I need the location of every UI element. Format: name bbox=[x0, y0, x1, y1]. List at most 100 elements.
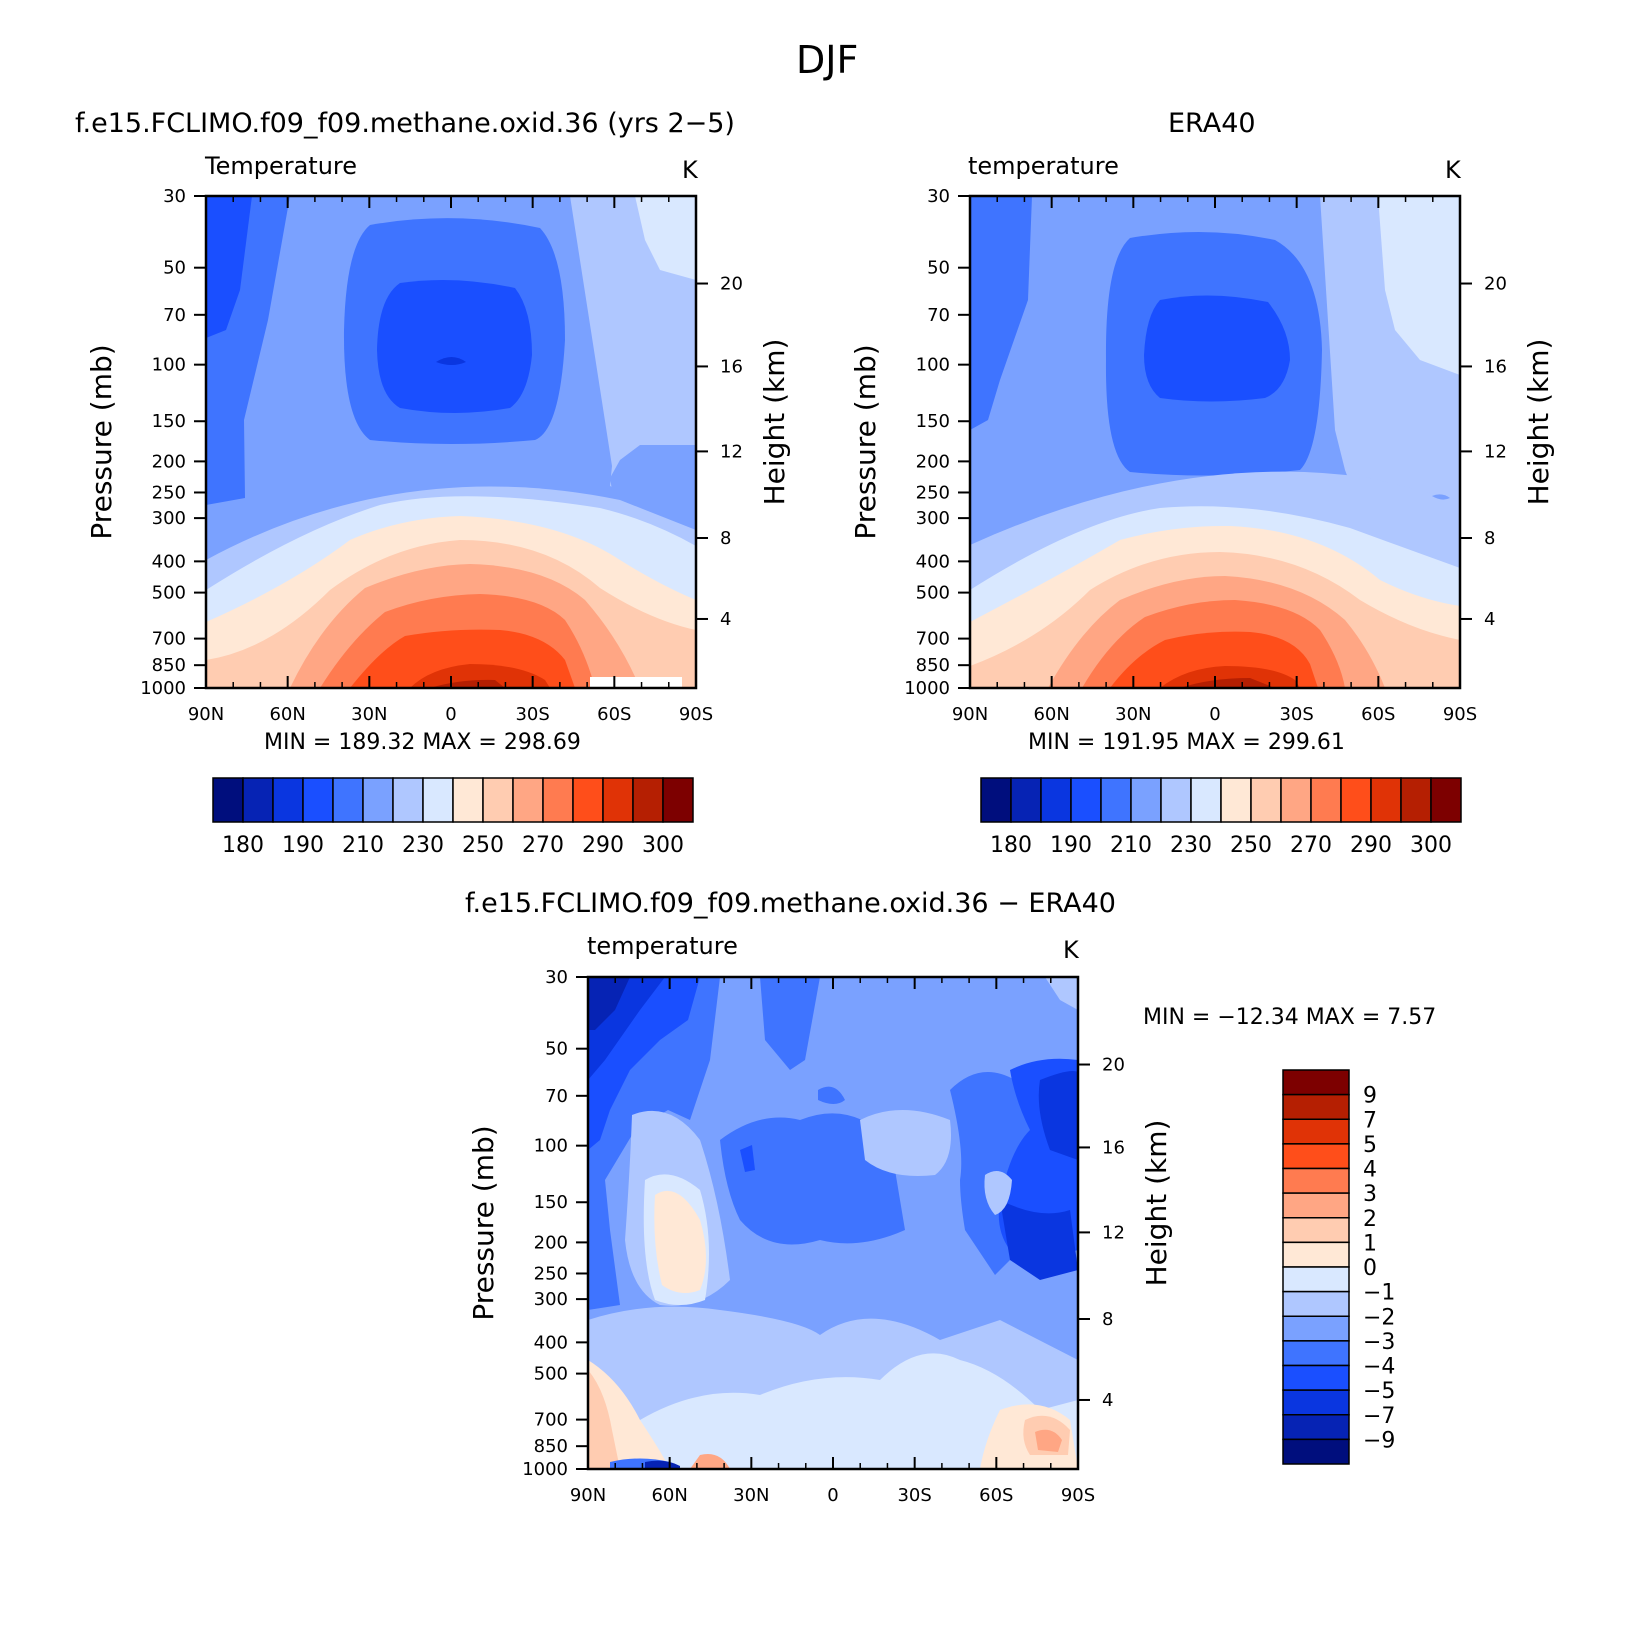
x-tick-label: 30S bbox=[515, 704, 549, 725]
height-tick-label: 8 bbox=[720, 528, 731, 549]
colorbar-swatch bbox=[362, 777, 394, 823]
colorbar-swatch bbox=[1130, 777, 1162, 823]
y-tick-label: 70 bbox=[927, 305, 950, 326]
colorbar-swatch bbox=[1282, 1241, 1350, 1268]
model-panel-title: f.e15.FCLIMO.f09_f09.methane.oxid.36 (yr… bbox=[75, 108, 735, 139]
colorbar-swatch bbox=[1400, 777, 1432, 823]
colorbar-label: 210 bbox=[1110, 833, 1152, 858]
height-axis-title: Height (km) bbox=[1522, 339, 1555, 506]
colorbar-swatch bbox=[980, 777, 1012, 823]
y-tick-label: 300 bbox=[152, 508, 186, 529]
colorbar-label: 5 bbox=[1363, 1133, 1377, 1158]
colorbar-swatch bbox=[1100, 777, 1132, 823]
colorbar-swatch bbox=[1282, 1340, 1350, 1367]
y-tick-label: 200 bbox=[152, 451, 186, 472]
colorbar-swatch bbox=[1282, 1414, 1350, 1441]
model-temperature-field bbox=[206, 196, 696, 688]
y-tick-label: 300 bbox=[916, 508, 950, 529]
x-tick-label: 0 bbox=[1209, 704, 1220, 725]
colorbar-label: −9 bbox=[1363, 1428, 1395, 1453]
colorbar-swatch bbox=[572, 777, 604, 823]
colorbar-swatch bbox=[272, 777, 304, 823]
colorbar-label: −2 bbox=[1363, 1305, 1395, 1330]
figure-title: DJF bbox=[796, 38, 859, 82]
y-axis-title: Pressure (mb) bbox=[85, 344, 118, 539]
colorbar-label: −3 bbox=[1363, 1330, 1395, 1355]
colorbar-swatch bbox=[482, 777, 514, 823]
height-tick-label: 12 bbox=[720, 441, 743, 462]
model-minmax: MIN = 189.32 MAX = 298.69 bbox=[264, 730, 581, 755]
y-tick-label: 50 bbox=[927, 258, 950, 279]
obs-axes: 90N 60N 30N 0 30S 60S 90S 30 50 70 100 150 200 250 300… bbox=[849, 186, 1555, 725]
colorbar-label: 210 bbox=[342, 833, 384, 858]
y-tick-label: 70 bbox=[163, 305, 186, 326]
colorbar-swatch bbox=[422, 777, 454, 823]
colorbar-label: 9 bbox=[1363, 1084, 1377, 1109]
y-tick-label: 200 bbox=[916, 451, 950, 472]
colorbar-label: −7 bbox=[1363, 1404, 1395, 1429]
x-tick-label: 30N bbox=[351, 704, 387, 725]
colorbar-swatch bbox=[1282, 1290, 1350, 1317]
height-axis-title: Height (km) bbox=[1140, 1120, 1173, 1287]
colorbar-label: 290 bbox=[1350, 833, 1392, 858]
colorbar-swatch bbox=[1282, 1192, 1350, 1219]
colorbar-swatch bbox=[1282, 1315, 1350, 1342]
colorbar-swatch bbox=[1070, 777, 1102, 823]
x-tick-label: 30N bbox=[733, 1485, 769, 1506]
y-tick-label: 500 bbox=[916, 583, 950, 604]
colorbar-swatch bbox=[452, 777, 484, 823]
x-tick-label: 60S bbox=[597, 704, 631, 725]
height-tick-label: 20 bbox=[720, 274, 743, 295]
y-tick-label: 100 bbox=[916, 355, 950, 376]
colorbar-swatch bbox=[1282, 1093, 1350, 1120]
height-tick-label: 20 bbox=[1484, 274, 1507, 295]
y-tick-label: 150 bbox=[534, 1192, 568, 1213]
y-tick-label: 250 bbox=[916, 482, 950, 503]
colorbar-swatch bbox=[1282, 1167, 1350, 1194]
y-tick-label: 700 bbox=[534, 1410, 568, 1431]
y-tick-label: 500 bbox=[152, 583, 186, 604]
obs-temperature-field bbox=[970, 196, 1460, 688]
colorbar-label: 3 bbox=[1363, 1182, 1377, 1207]
y-tick-label: 100 bbox=[534, 1136, 568, 1157]
y-axis-title: Pressure (mb) bbox=[467, 1125, 500, 1320]
colorbar-swatch bbox=[1220, 777, 1252, 823]
colorbar-label: 7 bbox=[1363, 1108, 1377, 1133]
y-tick-label: 30 bbox=[545, 967, 568, 988]
diff-temperature-field bbox=[588, 977, 1078, 1469]
colorbar-label: 230 bbox=[402, 833, 444, 858]
y-tick-label: 850 bbox=[534, 1436, 568, 1457]
height-tick-label: 16 bbox=[1484, 356, 1507, 377]
colorbar-swatch bbox=[1010, 777, 1042, 823]
colorbar-swatch bbox=[1282, 1364, 1350, 1391]
height-tick-label: 12 bbox=[1102, 1222, 1125, 1243]
colorbar-swatch bbox=[242, 777, 274, 823]
y-tick-label: 150 bbox=[152, 411, 186, 432]
colorbar-swatch bbox=[1282, 1118, 1350, 1145]
height-tick-label: 16 bbox=[720, 356, 743, 377]
x-tick-label: 30S bbox=[1279, 704, 1313, 725]
y-axis-title: Pressure (mb) bbox=[849, 344, 882, 539]
colorbar-swatch bbox=[1282, 1217, 1350, 1244]
obs-variable-label: temperature bbox=[968, 152, 1119, 180]
height-tick-label: 8 bbox=[1484, 528, 1495, 549]
height-tick-label: 4 bbox=[1102, 1390, 1113, 1411]
obs-minmax: MIN = 191.95 MAX = 299.61 bbox=[1028, 730, 1345, 755]
y-tick-label: 150 bbox=[916, 411, 950, 432]
colorbar-label: 270 bbox=[522, 833, 564, 858]
obs-units-label: K bbox=[1445, 156, 1461, 184]
height-tick-label: 4 bbox=[1484, 609, 1495, 630]
colorbar-label: 190 bbox=[282, 833, 324, 858]
colorbar-swatch bbox=[602, 777, 634, 823]
colorbar-swatch bbox=[1282, 1143, 1350, 1170]
colorbar-swatch bbox=[1370, 777, 1402, 823]
y-tick-label: 250 bbox=[152, 482, 186, 503]
x-tick-label: 30N bbox=[1115, 704, 1151, 725]
colorbar-swatch bbox=[1190, 777, 1222, 823]
y-tick-label: 700 bbox=[916, 629, 950, 650]
colorbar-swatch bbox=[632, 777, 664, 823]
height-tick-label: 16 bbox=[1102, 1137, 1125, 1158]
y-tick-label: 850 bbox=[152, 655, 186, 676]
